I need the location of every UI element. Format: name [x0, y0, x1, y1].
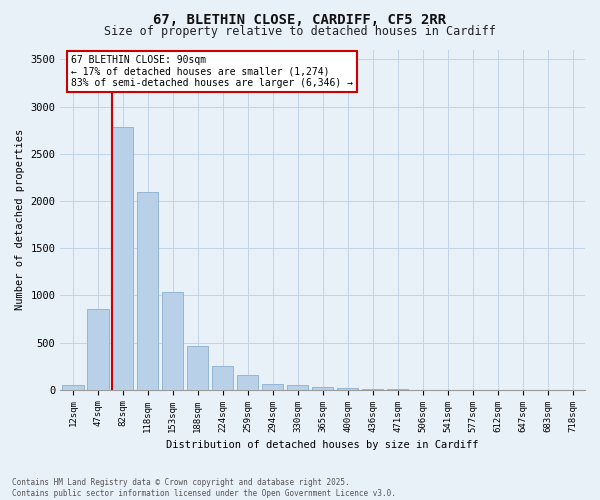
Text: 67 BLETHIN CLOSE: 90sqm
← 17% of detached houses are smaller (1,274)
83% of semi: 67 BLETHIN CLOSE: 90sqm ← 17% of detache… [71, 55, 353, 88]
Bar [112, 128, 133, 390]
Bar [87, 310, 109, 390]
Bar [312, 387, 334, 390]
Text: Size of property relative to detached houses in Cardiff: Size of property relative to detached ho… [104, 25, 496, 38]
Bar [337, 388, 358, 390]
Bar [187, 346, 208, 390]
Bar [287, 386, 308, 390]
Bar [237, 374, 259, 390]
Bar [162, 292, 184, 390]
Bar [262, 384, 283, 390]
Bar [62, 384, 83, 390]
Bar [137, 192, 158, 390]
Y-axis label: Number of detached properties: Number of detached properties [15, 129, 25, 310]
Bar [362, 389, 383, 390]
Text: 67, BLETHIN CLOSE, CARDIFF, CF5 2RR: 67, BLETHIN CLOSE, CARDIFF, CF5 2RR [154, 12, 446, 26]
Text: Contains HM Land Registry data © Crown copyright and database right 2025.
Contai: Contains HM Land Registry data © Crown c… [12, 478, 396, 498]
Bar [212, 366, 233, 390]
X-axis label: Distribution of detached houses by size in Cardiff: Distribution of detached houses by size … [166, 440, 479, 450]
